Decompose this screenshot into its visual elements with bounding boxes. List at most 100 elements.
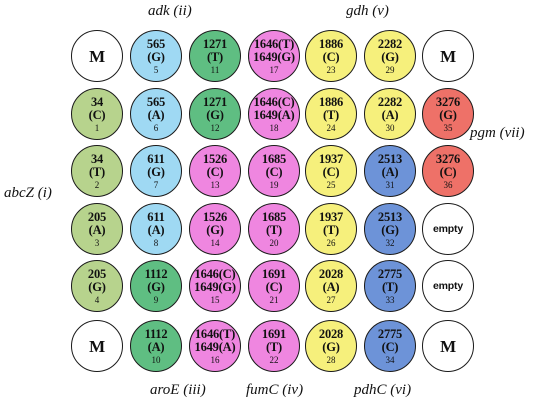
well-fumC: 1646(T) 1649(G) 17	[248, 30, 300, 82]
well-label-line1: 565	[146, 36, 166, 51]
well-label-line2: (G)	[322, 339, 340, 354]
well-label-line2: (T)	[88, 164, 106, 179]
well-label-line1: 1685	[261, 209, 287, 224]
marker-well: M	[422, 320, 474, 372]
well-number: 29	[385, 64, 395, 75]
well-label-line2: 1649(A)	[253, 107, 295, 122]
well-label-line2: (C)	[206, 164, 224, 179]
well-label-line1: empty	[433, 222, 463, 235]
well-pgm: 3276 (C) 36	[422, 145, 474, 197]
well-label-line2: (G)	[206, 107, 224, 122]
well-number: 36	[443, 179, 453, 190]
well-abcZ: 205 (G) 4	[71, 260, 123, 312]
well-number: 25	[326, 179, 336, 190]
well-number: 14	[210, 237, 220, 248]
empty-well: empty	[422, 260, 474, 312]
well-number: 3	[94, 237, 100, 248]
well-pgm: 3276 (G) 35	[422, 88, 474, 140]
well-fumC: 1646(T) 1649(A) 16	[189, 320, 241, 372]
well-number: 34	[385, 354, 395, 365]
gene-label-gdh: gdh (v)	[346, 3, 389, 19]
well-label-line2: (A)	[147, 222, 165, 237]
well-number: 5	[153, 64, 159, 75]
well-adk: 611 (G) 7	[130, 145, 182, 197]
gene-label-fumC: fumC (iv)	[246, 382, 304, 398]
well-label-line1: 1685	[261, 151, 287, 166]
marker-well: M	[71, 30, 123, 82]
well-label-line1: 205	[87, 209, 107, 224]
well-fumC: 1526 (C) 13	[189, 145, 241, 197]
well-label-line1: 1112	[144, 326, 168, 341]
well-label-line1: 1646(C)	[194, 266, 236, 281]
well-number: 23	[326, 64, 336, 75]
well-label-line2: (T)	[265, 339, 283, 354]
well-label-line1: 1646(T)	[194, 326, 236, 341]
well-label-line1: 611	[147, 151, 165, 166]
well-label-line1: 1112	[144, 266, 168, 281]
well-number: 15	[210, 294, 220, 305]
well-gdh: 2028 (A) 27	[305, 260, 357, 312]
well-label-line1: 1646(T)	[253, 36, 295, 51]
well-label-line1: 1691	[261, 326, 287, 341]
marker-well: M	[71, 320, 123, 372]
gene-label-pdhC: pdhC (vi)	[354, 382, 412, 398]
well-label-line1: 3276	[435, 151, 461, 166]
well-label-line2: (T)	[206, 49, 224, 64]
well-pdhC: 2775 (C) 34	[364, 320, 416, 372]
well-fumC: 1691 (C) 21	[248, 260, 300, 312]
well-label-line2: (C)	[265, 164, 283, 179]
well-label-line1: 1691	[261, 266, 287, 281]
well-fumC: 1685 (T) 20	[248, 203, 300, 255]
well-label-line2: (G)	[439, 107, 457, 122]
well-number: 27	[326, 294, 336, 305]
well-label-line2: (T)	[322, 107, 340, 122]
well-label-line2: (C)	[88, 107, 106, 122]
well-adk: 565 (A) 6	[130, 88, 182, 140]
well-number: 11	[210, 64, 220, 75]
well-abcZ: 205 (A) 3	[71, 203, 123, 255]
gene-label-abcZ: abcZ (i)	[4, 185, 52, 201]
well-label-line1: 2513	[377, 151, 403, 166]
well-number: 4	[94, 294, 100, 305]
well-label-line1: 34	[90, 151, 104, 166]
well-number: 19	[269, 179, 279, 190]
well-aroE: 1112 (G) 9	[130, 260, 182, 312]
well-gdh: 2282 (G) 29	[364, 30, 416, 82]
well-number: 20	[269, 237, 279, 248]
well-gdh: 1886 (C) 23	[305, 30, 357, 82]
well-label-line1: 565	[146, 94, 166, 109]
well-number: 24	[326, 122, 336, 133]
well-number: 18	[269, 122, 279, 133]
gene-label-pgm: pgm (vii)	[470, 125, 525, 141]
well-label-line1: empty	[433, 279, 463, 292]
well-adk: 611 (A) 8	[130, 203, 182, 255]
well-label-line1: 1886	[318, 36, 344, 51]
empty-well: empty	[422, 203, 474, 255]
well-label-line2: (T)	[322, 222, 340, 237]
well-number: 17	[269, 64, 279, 75]
well-number: 28	[326, 354, 336, 365]
well-label-line1: M	[89, 46, 105, 66]
well-label-line1: 2775	[377, 326, 403, 341]
well-label-line1: 205	[87, 266, 107, 281]
well-fumC: 1526 (G) 14	[189, 203, 241, 255]
well-number: 9	[153, 294, 159, 305]
well-number: 13	[210, 179, 220, 190]
well-label-line2: 1649(A)	[194, 339, 236, 354]
well-label-line1: 2775	[377, 266, 403, 281]
well-label-line2: 1649(G)	[194, 279, 236, 294]
well-pdhC: 2513 (G) 32	[364, 203, 416, 255]
well-label-line2: (C)	[265, 279, 283, 294]
well-number: 22	[269, 354, 279, 365]
gene-label-adk: adk (ii)	[148, 3, 192, 19]
well-fumC: 1646(C) 1649(A) 18	[248, 88, 300, 140]
well-pdhC: 2513 (A) 31	[364, 145, 416, 197]
well-label-line2: (G)	[381, 222, 399, 237]
well-number: 35	[443, 122, 453, 133]
well-fumC: 1691 (T) 22	[248, 320, 300, 372]
well-label-line2: (A)	[88, 222, 106, 237]
well-label-line1: 1271	[202, 36, 228, 51]
well-label-line2: (C)	[439, 164, 457, 179]
well-number: 8	[153, 237, 159, 248]
